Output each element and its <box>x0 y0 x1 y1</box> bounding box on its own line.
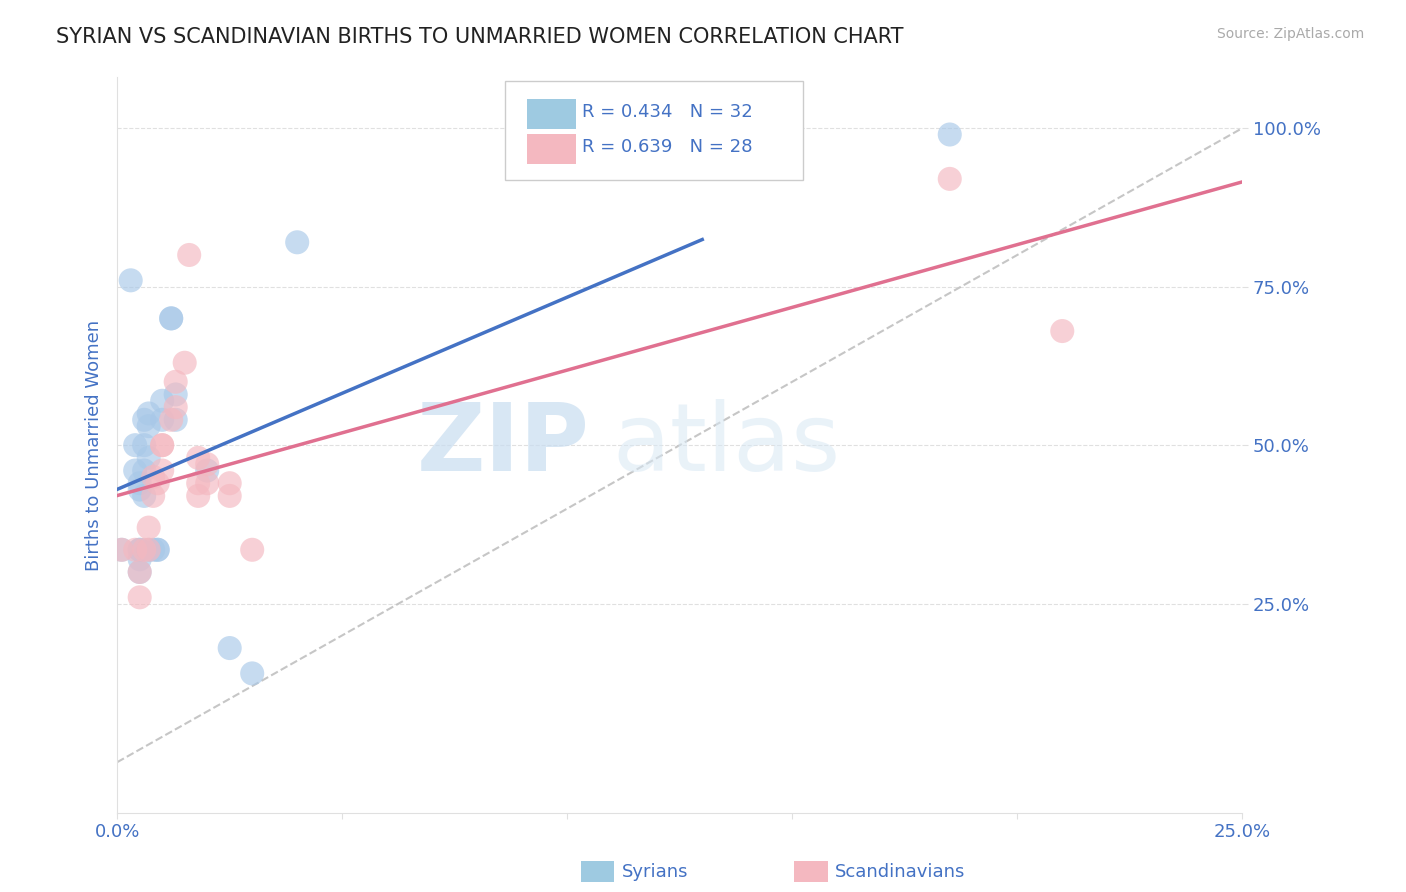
FancyBboxPatch shape <box>527 99 576 129</box>
Point <box>128 552 150 566</box>
Text: R = 0.434   N = 32: R = 0.434 N = 32 <box>582 103 752 121</box>
Text: ZIP: ZIP <box>416 400 589 491</box>
Point <box>165 413 187 427</box>
Point <box>165 387 187 401</box>
Point <box>134 438 156 452</box>
Y-axis label: Births to Unmarried Women: Births to Unmarried Women <box>86 319 103 571</box>
Point <box>195 457 218 471</box>
Point <box>218 489 240 503</box>
Point <box>128 542 150 557</box>
Point <box>218 476 240 491</box>
Point <box>285 235 308 250</box>
Point <box>150 438 173 452</box>
Text: Scandinavians: Scandinavians <box>835 863 966 881</box>
Point <box>146 542 169 557</box>
Point <box>187 489 209 503</box>
Point <box>128 476 150 491</box>
Point <box>128 565 150 579</box>
Point <box>187 476 209 491</box>
Point <box>128 591 150 605</box>
Point <box>146 542 169 557</box>
Point <box>124 438 146 452</box>
Point <box>142 542 165 557</box>
Point <box>138 542 160 557</box>
Point <box>195 476 218 491</box>
Text: Syrians: Syrians <box>621 863 688 881</box>
Point <box>218 641 240 656</box>
Point <box>160 311 183 326</box>
Point <box>240 542 263 557</box>
Point <box>128 565 150 579</box>
Point <box>150 464 173 478</box>
Point <box>1052 324 1074 338</box>
Point <box>240 666 263 681</box>
Point <box>187 450 209 465</box>
Point <box>142 470 165 484</box>
Point <box>134 489 156 503</box>
Point <box>124 464 146 478</box>
FancyBboxPatch shape <box>505 81 803 180</box>
Point <box>150 393 173 408</box>
Text: R = 0.639   N = 28: R = 0.639 N = 28 <box>582 138 752 156</box>
Point <box>124 542 146 557</box>
Point <box>134 464 156 478</box>
Point <box>939 172 962 186</box>
Point <box>111 542 134 557</box>
Point <box>120 273 142 287</box>
Point <box>138 542 160 557</box>
Point <box>138 520 160 534</box>
Point <box>111 542 134 557</box>
Point <box>165 400 187 414</box>
Point <box>165 375 187 389</box>
Point <box>939 128 962 142</box>
Point <box>150 413 173 427</box>
Text: Source: ZipAtlas.com: Source: ZipAtlas.com <box>1216 27 1364 41</box>
Point <box>138 419 160 434</box>
Point <box>128 542 150 557</box>
Point <box>142 489 165 503</box>
Point <box>160 311 183 326</box>
Point <box>195 464 218 478</box>
Point <box>128 483 150 497</box>
Text: atlas: atlas <box>612 400 841 491</box>
Point <box>146 476 169 491</box>
Point <box>138 450 160 465</box>
Point <box>134 542 156 557</box>
Point <box>179 248 201 262</box>
Point <box>150 438 173 452</box>
Point <box>173 356 195 370</box>
Point <box>138 407 160 421</box>
FancyBboxPatch shape <box>527 134 576 164</box>
Point <box>160 413 183 427</box>
Point <box>134 413 156 427</box>
Text: SYRIAN VS SCANDINAVIAN BIRTHS TO UNMARRIED WOMEN CORRELATION CHART: SYRIAN VS SCANDINAVIAN BIRTHS TO UNMARRI… <box>56 27 904 46</box>
